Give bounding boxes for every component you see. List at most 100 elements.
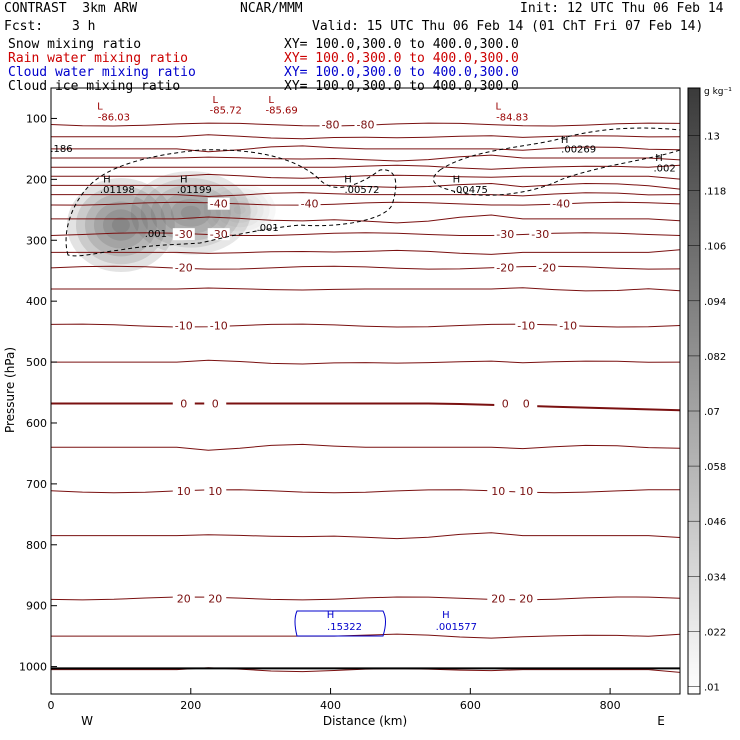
cloud-water-contour-box [294,610,386,637]
snow-blob-0-ring-3 [93,201,148,249]
isotherm-label-20-1: 20 [208,592,222,605]
isotherm-label-bg--20-0 [172,261,195,274]
y-tick-label-6: 700 [26,478,47,491]
model-title: CONTRAST 3km ARW [4,1,138,16]
isotherm-label-bg-0-0 [172,397,195,410]
y-tick-label-8: 900 [26,600,47,613]
colorbar-gradient [687,87,701,695]
isotherm-label-bg--10-3 [557,319,580,332]
annotation-1: -86.03 [98,112,130,123]
y-tick-label-3: 400 [26,295,47,308]
annotation-18: .00572 [345,185,380,196]
isotherm-label--30-0: -30 [175,228,193,241]
init-time: Init: 12 UTC Thu 06 Feb 14 [520,1,724,16]
annotation-14: .01198 [100,185,135,196]
isotherm-label-0-3: 0 [523,397,530,410]
legend-cloudwater-xy: XY= 100.0,300.0 to 400.0,300.0 [284,65,519,80]
x-tick-label-2: 400 [320,699,341,712]
isotherm-label-bg--80-0 [319,118,342,131]
isotherm-label--20-0: -20 [175,262,193,275]
fcst-label: Fcst: [4,19,44,34]
isotherm-label--30-1: -30 [210,228,228,241]
isotherm-label-bg--20-2 [536,261,559,274]
colorbar-tick-label-5: .07 [704,407,720,418]
snow-blob-2-ring-6 [203,183,276,236]
isotherm-label-bg--30-0 [172,228,195,241]
isotherm-label-bg-10-1 [204,485,227,498]
snow-blob-0-ring-1 [111,217,130,233]
isotherm-label-10-3: 10 [519,485,533,498]
isotherm-label-bg-0-3 [515,397,538,410]
annotation-6: L [495,101,501,112]
isotherm-label-bg-20-0 [172,592,195,605]
isotherm-label-bg-20-2 [487,592,510,605]
cloud-ice-contour-east [432,127,680,196]
isotherm-label-bg-20-1 [204,592,227,605]
colorbar-tick-label-3: .094 [704,297,726,308]
isotherm-10 [51,489,680,494]
y-axis-label: Pressure (hPa) [3,347,17,433]
annotation-13: H [103,174,111,185]
annotation-3: -85.72 [210,106,242,117]
annotation-10: H [655,153,663,164]
isotherm-label-0-0: 0 [180,397,187,410]
isotherm-label-10-1: 10 [208,485,222,498]
legend-snow-label: Snow mixing ratio [8,37,142,52]
isotherm--10 [51,323,680,328]
isotherm-background-9 [51,287,680,292]
temperature-contours: -80 -80 -40 -40 -40 -30 -30 -30 -30 -20 -20 -20 -10 -… [51,119,680,673]
cloud-ice-contours [65,127,680,257]
isotherm-background-7 [51,214,680,224]
y-axis-ticks: 100 200 300 400 500 600 700 800 900 1000 [19,112,57,674]
plot-area: -80 -80 -40 -40 -40 -30 -30 -30 -30 -20 -20 -20 -10 -… [50,87,681,695]
isotherm-background-2 [51,154,680,162]
annotation-2: L [212,95,218,106]
annotation-21: .001 [145,229,167,240]
x-tick-label-1: 200 [180,699,201,712]
isotherm-label-20-3: 20 [519,592,533,605]
snow-blob-0-ring-4 [84,193,157,257]
colorbar-tick-label-6: .058 [704,462,726,473]
y-tick-label-9: 1000 [19,661,47,674]
isotherm-label-20-0: 20 [177,592,191,605]
cloud-ice-contour-west [65,149,397,257]
isotherm-label-bg--30-2 [494,228,517,241]
isotherm-background-6 [51,192,680,198]
isotherm-background-11 [51,443,680,451]
isotherm-label-bg--80-1 [354,118,377,131]
isotherm-label-bg--30-3 [529,228,552,241]
annotation-15: H [180,174,188,185]
isotherm-label--40-2: -40 [552,198,570,211]
isotherm-label--10-0: -10 [175,320,193,333]
y-tick-label-2: 300 [26,234,47,247]
legend-cloudwater-label: Cloud water mixing ratio [8,65,196,80]
isotherm-background-0 [51,134,680,140]
colorbar-tick-label-9: .022 [704,627,726,638]
isotherm-label-bg-10-2 [487,485,510,498]
colorbar-tick-label-7: .046 [704,517,726,528]
x-tick-label-0: 0 [48,699,55,712]
isotherm-label-bg--40-0 [207,197,230,210]
annotation-0: L [97,101,103,112]
isotherm-label--10-2: -10 [517,320,535,333]
isotherm-label-10-2: 10 [491,485,505,498]
legend-rain-label: Rain water mixing ratio [8,51,189,66]
isotherm-label-20-2: 20 [491,592,505,605]
legend-cloudice-label: Cloud ice mixing ratio [8,79,181,94]
isotherm-label--20-1: -20 [496,262,514,275]
annotation-9: .00269 [561,145,596,156]
annotation-26: .001577 [436,622,477,633]
isotherm-background-5 [51,182,680,190]
isotherm-label-bg--10-0 [172,319,195,332]
colorbar-tick-label-2: .106 [704,242,726,253]
isotherm-label-0-2: 0 [502,397,509,410]
legend-snow-xy: XY= 100.0,300.0 to 400.0,300.0 [284,37,519,52]
y-tick-label-1: 200 [26,173,47,186]
isotherm-label--40-1: -40 [301,198,319,211]
cloud-water-contour [294,610,386,637]
snow-blob-2-ring-1 [233,205,246,215]
annotation-23: H [327,610,335,621]
isotherm-label-bg-0-1 [204,397,227,410]
colorbar-units: g kg⁻¹ [704,87,732,97]
